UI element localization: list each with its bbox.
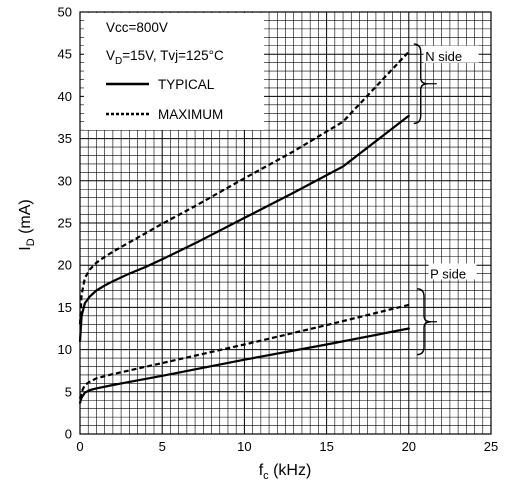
y-tick-label: 50 [58,5,72,20]
side-annotations: N side P side [413,43,479,356]
y-tick-label: 10 [58,342,72,357]
p-side-label: P side [430,267,466,282]
y-tick-label: 0 [65,427,72,442]
n-side-typical-line [78,114,410,343]
legend-vcc-text: Vcc=800V [106,20,168,35]
x-tick-label: 5 [159,439,166,454]
y-tick-label: 30 [58,173,72,188]
x-tick-label: 25 [484,439,498,454]
y-tick-label: 15 [58,300,72,315]
legend-maximum-label: MAXIMUM [158,107,223,122]
legend-background [84,13,264,130]
legend: Vcc=800V VD=15V, Tvj=125°C TYPICAL MAXIM… [84,13,264,130]
legend-typical-label: TYPICAL [158,77,215,92]
n-side-label: N side [425,49,462,64]
y-tick-label: 25 [58,216,72,231]
y-tick-label: 45 [58,47,72,62]
y-tick-label: 20 [58,258,72,273]
plot-frame [79,11,492,435]
n-side-label-background [423,45,479,63]
y-tick-label: 5 [65,384,72,399]
p-side-label-background [428,263,477,280]
x-axis-label: fc (kHz) [259,462,312,482]
y-tick-label: 40 [58,89,72,104]
y-axis-label: ID (mA) [17,199,37,251]
y-tick-label: 35 [58,131,72,146]
series-lines [78,50,410,404]
x-tick-label: 15 [319,439,333,454]
x-tick-label: 20 [402,439,416,454]
p-side-maximum-line [78,303,410,399]
legend-vd-text: VD=15V, Tvj=125°C [106,48,224,67]
x-tick-label: 0 [76,439,83,454]
n-side-maximum-line [78,50,410,325]
axes: 0 5 10 15 20 25 0 5 10 15 20 25 30 35 40 45 50 [58,5,499,455]
x-tick-label: 10 [237,439,251,454]
p-side-typical-line [78,327,410,404]
